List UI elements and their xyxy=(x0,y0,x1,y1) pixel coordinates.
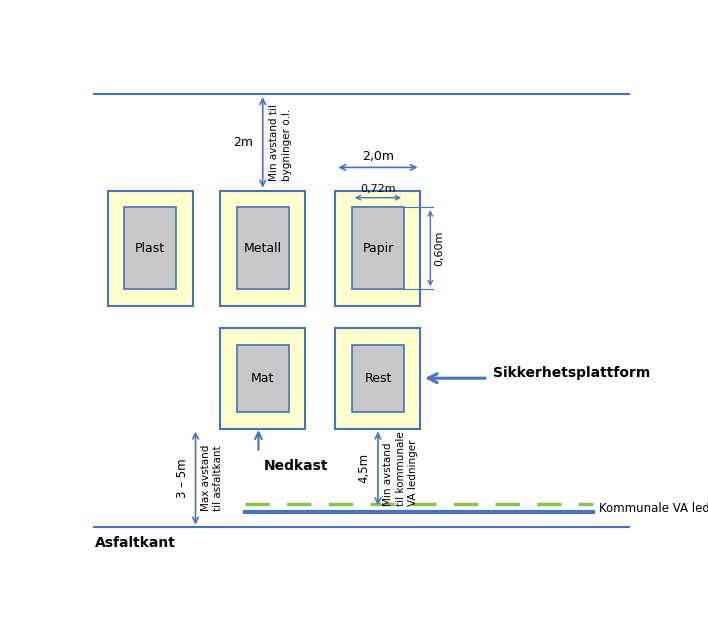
Bar xyxy=(236,344,289,412)
Bar xyxy=(124,208,176,289)
Text: 3 – 5m: 3 – 5m xyxy=(176,458,189,498)
Bar xyxy=(108,191,193,306)
Text: 0,60m: 0,60m xyxy=(435,231,445,266)
Bar xyxy=(352,208,404,289)
Text: Sikkerhetsplattform: Sikkerhetsplattform xyxy=(493,366,651,381)
Bar xyxy=(352,344,404,412)
Text: 2m: 2m xyxy=(233,136,253,149)
Bar xyxy=(220,328,305,429)
Text: Max avstand
til asfaltkant: Max avstand til asfaltkant xyxy=(201,445,224,511)
Bar xyxy=(336,328,421,429)
Bar xyxy=(236,208,289,289)
Text: Asfaltkant: Asfaltkant xyxy=(95,536,176,550)
Text: Plast: Plast xyxy=(135,242,165,255)
Text: 2,0m: 2,0m xyxy=(362,149,394,162)
Text: Min avstand
til kommunale
VA ledninger: Min avstand til kommunale VA ledninger xyxy=(384,431,418,506)
Text: Min avstand til
bygninger o.l.: Min avstand til bygninger o.l. xyxy=(269,104,292,181)
Text: Kommunale VA ledninger: Kommunale VA ledninger xyxy=(599,502,708,514)
Text: 4,5m: 4,5m xyxy=(358,453,370,484)
Text: Papir: Papir xyxy=(362,242,394,255)
Text: Mat: Mat xyxy=(251,372,275,384)
Text: Metall: Metall xyxy=(244,242,282,255)
Bar xyxy=(336,191,421,306)
Text: Rest: Rest xyxy=(364,372,392,384)
Text: 0,72m: 0,72m xyxy=(360,184,396,194)
Text: Nedkast: Nedkast xyxy=(264,459,329,472)
Bar xyxy=(220,191,305,306)
